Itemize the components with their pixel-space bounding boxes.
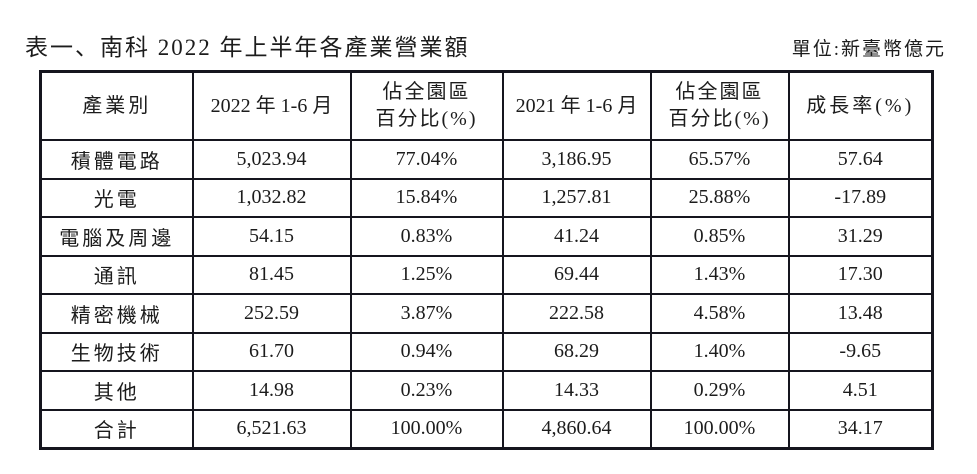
rev-2022-cell: 252.59 (191, 293, 352, 334)
industry-cell: 精密機械 (39, 293, 194, 334)
title-row: 表一、南科 2022 年上半年各產業營業額 單位:新臺幣億元 (25, 28, 946, 62)
share-2021-cell: 65.57% (649, 139, 790, 180)
header-growth: 成長率(%) (787, 70, 934, 141)
share-2021-cell: 4.58% (649, 293, 790, 334)
header-share-2022-line2: 百分比(%) (375, 108, 478, 130)
header-share-2022-line1: 佔全園區 (382, 81, 471, 103)
table-row-integrated-circuits: 積體電路 5,023.94 77.04% 3,186.95 65.57% 57.… (39, 139, 934, 180)
table-row-optoelectronics: 光電 1,032.82 15.84% 1,257.81 25.88% -17.8… (39, 177, 934, 218)
total-label-cell: 合計 (39, 408, 194, 450)
share-2022-cell: 77.04% (349, 139, 504, 180)
share-2021-cell: 0.85% (649, 216, 790, 257)
header-share-2021-line1: 佔全園區 (675, 81, 764, 103)
table-row-total: 合計 6,521.63 100.00% 4,860.64 100.00% 34.… (39, 408, 934, 450)
header-share-2022: 佔全園區 百分比(%) (349, 70, 504, 141)
rev-2021-cell: 68.29 (501, 331, 652, 372)
industry-cell: 光電 (39, 177, 194, 218)
share-2022-cell: 0.23% (349, 370, 504, 411)
rev-2021-cell: 222.58 (501, 293, 652, 334)
growth-cell: 4.51 (787, 370, 934, 411)
industry-cell: 其他 (39, 370, 194, 411)
rev-2021-cell: 3,186.95 (501, 139, 652, 180)
share-2022-cell: 1.25% (349, 254, 504, 295)
rev-2021-cell: 14.33 (501, 370, 652, 411)
table-row-others: 其他 14.98 0.23% 14.33 0.29% 4.51 (39, 370, 934, 411)
growth-cell: 13.48 (787, 293, 934, 334)
header-share-2021-line2: 百分比(%) (668, 108, 771, 130)
share-2022-cell: 0.94% (349, 331, 504, 372)
share-2021-cell: 100.00% (649, 408, 790, 450)
rev-2022-cell: 54.15 (191, 216, 352, 257)
rev-2021-cell: 1,257.81 (501, 177, 652, 218)
share-2021-cell: 1.40% (649, 331, 790, 372)
header-period-2022: 2022 年 1-6 月 (191, 70, 352, 141)
header-industry: 產業別 (39, 70, 194, 141)
share-2022-cell: 3.87% (349, 293, 504, 334)
industry-cell: 通訊 (39, 254, 194, 295)
growth-cell: 34.17 (787, 408, 934, 450)
rev-2021-cell: 4,860.64 (501, 408, 652, 450)
industry-cell: 生物技術 (39, 331, 194, 372)
growth-cell: -17.89 (787, 177, 934, 218)
table-row-biotechnology: 生物技術 61.70 0.94% 68.29 1.40% -9.65 (39, 331, 934, 372)
rev-2022-cell: 61.70 (191, 331, 352, 372)
page-title: 表一、南科 2022 年上半年各產業營業額 (25, 35, 470, 60)
growth-cell: 17.30 (787, 254, 934, 295)
rev-2022-cell: 81.45 (191, 254, 352, 295)
rev-2022-cell: 5,023.94 (191, 139, 352, 180)
table-row-telecommunications: 通訊 81.45 1.25% 69.44 1.43% 17.30 (39, 254, 934, 295)
table-row-computers-peripherals: 電腦及周邊 54.15 0.83% 41.24 0.85% 31.29 (39, 216, 934, 257)
share-2022-cell: 100.00% (349, 408, 504, 450)
share-2021-cell: 25.88% (649, 177, 790, 218)
growth-cell: 57.64 (787, 139, 934, 180)
industry-cell: 電腦及周邊 (39, 216, 194, 257)
rev-2022-cell: 14.98 (191, 370, 352, 411)
growth-cell: -9.65 (787, 331, 934, 372)
rev-2021-cell: 69.44 (501, 254, 652, 295)
share-2021-cell: 1.43% (649, 254, 790, 295)
rev-2022-cell: 6,521.63 (191, 408, 352, 450)
share-2021-cell: 0.29% (649, 370, 790, 411)
growth-cell: 31.29 (787, 216, 934, 257)
rev-2022-cell: 1,032.82 (191, 177, 352, 218)
header-share-2021: 佔全園區 百分比(%) (649, 70, 790, 141)
header-row: 產業別 2022 年 1-6 月 佔全園區 百分比(%) 2021 年 1-6 … (39, 70, 934, 141)
share-2022-cell: 0.83% (349, 216, 504, 257)
unit-note: 單位:新臺幣億元 (791, 39, 946, 60)
table-row-precision-machinery: 精密機械 252.59 3.87% 222.58 4.58% 13.48 (39, 293, 934, 334)
header-period-2021: 2021 年 1-6 月 (501, 70, 652, 141)
share-2022-cell: 15.84% (349, 177, 504, 218)
rev-2021-cell: 41.24 (501, 216, 652, 257)
industry-cell: 積體電路 (39, 139, 194, 180)
industry-revenue-table: 產業別 2022 年 1-6 月 佔全園區 百分比(%) 2021 年 1-6 … (39, 70, 934, 450)
